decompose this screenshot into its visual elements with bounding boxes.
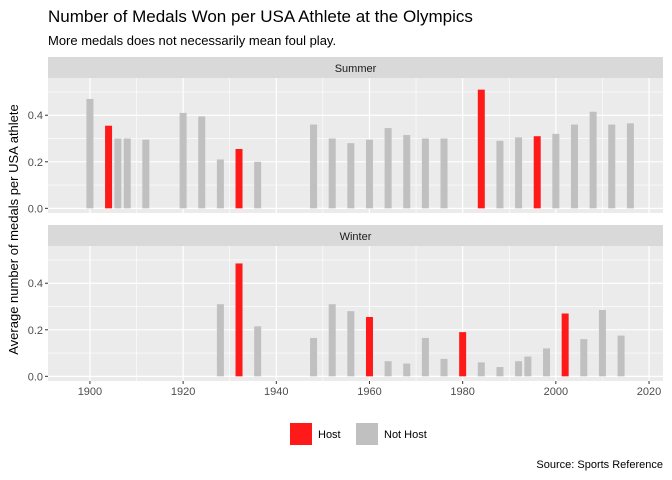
y-tick-label: 0.2 [28,325,43,337]
bar-winter-2002 [561,313,569,377]
facet-strip-winter [48,225,663,246]
x-tick-label: 1900 [78,386,102,398]
legend-key-not-host [356,423,378,445]
y-tick-label: 0.0 [28,371,43,383]
bar-summer-2008 [589,111,597,209]
y-tick-label: 0.4 [28,278,43,290]
x-tick-label: 2000 [544,386,568,398]
bar-winter-1988 [496,367,504,377]
bar-summer-1906 [114,138,122,209]
bar-winter-1956 [347,311,355,377]
bar-summer-1928 [216,159,224,209]
legend-label-host: Host [318,429,341,441]
bar-summer-1948 [310,124,318,209]
bar-winter-2006 [580,339,588,377]
y-tick-label: 0.2 [28,157,43,169]
panel-background [48,246,663,381]
bar-winter-1984 [477,362,485,377]
bar-summer-1924 [198,116,206,209]
facet-label-winter: Winter [340,231,372,243]
x-tick-label: 1980 [450,386,474,398]
x-tick-label: 2020 [637,386,661,398]
bar-summer-1968 [403,135,411,209]
bar-summer-1976 [440,138,448,209]
bar-summer-2016 [626,123,634,209]
bar-summer-2012 [608,124,616,209]
bar-summer-1932 [235,148,243,209]
bar-winter-1992 [515,361,523,377]
bar-summer-1900 [86,98,94,209]
chart-title: Number of Medals Won per USA Athlete at … [48,7,473,26]
bar-winter-1998 [543,348,551,377]
bar-summer-1908 [123,138,131,209]
bar-winter-2014 [617,335,625,377]
bar-summer-1952 [328,138,336,209]
y-tick-label: 0.0 [28,203,43,215]
chart-subtitle: More medals does not necessarily mean fo… [48,33,337,48]
bar-summer-1912 [142,139,150,209]
bar-winter-1972 [421,337,429,377]
bar-winter-1932 [235,263,243,377]
bar-summer-1988 [496,140,504,209]
bar-summer-1984 [477,89,485,209]
bar-summer-1936 [254,161,262,209]
y-tick-label: 0.4 [28,110,43,122]
source-caption: Source: Sports Reference [536,459,663,471]
bar-winter-1968 [403,363,411,377]
legend-key-host [290,423,312,445]
bar-summer-1996 [533,136,541,209]
bar-summer-1904 [105,125,113,209]
bar-summer-1964 [384,128,392,209]
bar-summer-1960 [365,139,373,209]
bar-winter-1952 [328,304,336,377]
bar-winter-1976 [440,358,448,377]
bar-winter-1964 [384,361,392,377]
bar-summer-1920 [179,112,187,209]
bar-summer-1956 [347,143,355,209]
bar-summer-1992 [515,137,523,209]
x-tick-label: 1920 [171,386,195,398]
bar-summer-2000 [552,133,560,209]
bar-winter-1948 [310,337,318,377]
bar-winter-1928 [216,304,224,377]
panel-background [48,78,663,213]
bar-winter-1960 [365,316,373,377]
facet-strip-summer [48,57,663,78]
bar-winter-1994 [524,356,532,377]
y-axis-title: Average number of medals per USA athlete [6,104,21,355]
bar-summer-2004 [570,124,578,209]
facet-label-summer: Summer [335,63,377,75]
x-tick-label: 1960 [357,386,381,398]
x-tick-label: 1940 [264,386,288,398]
legend-label-not-host: Not Host [384,429,427,441]
bar-summer-1972 [421,138,429,209]
bar-winter-1980 [459,332,467,377]
bar-winter-1936 [254,326,262,377]
bar-winter-2010 [598,310,606,377]
